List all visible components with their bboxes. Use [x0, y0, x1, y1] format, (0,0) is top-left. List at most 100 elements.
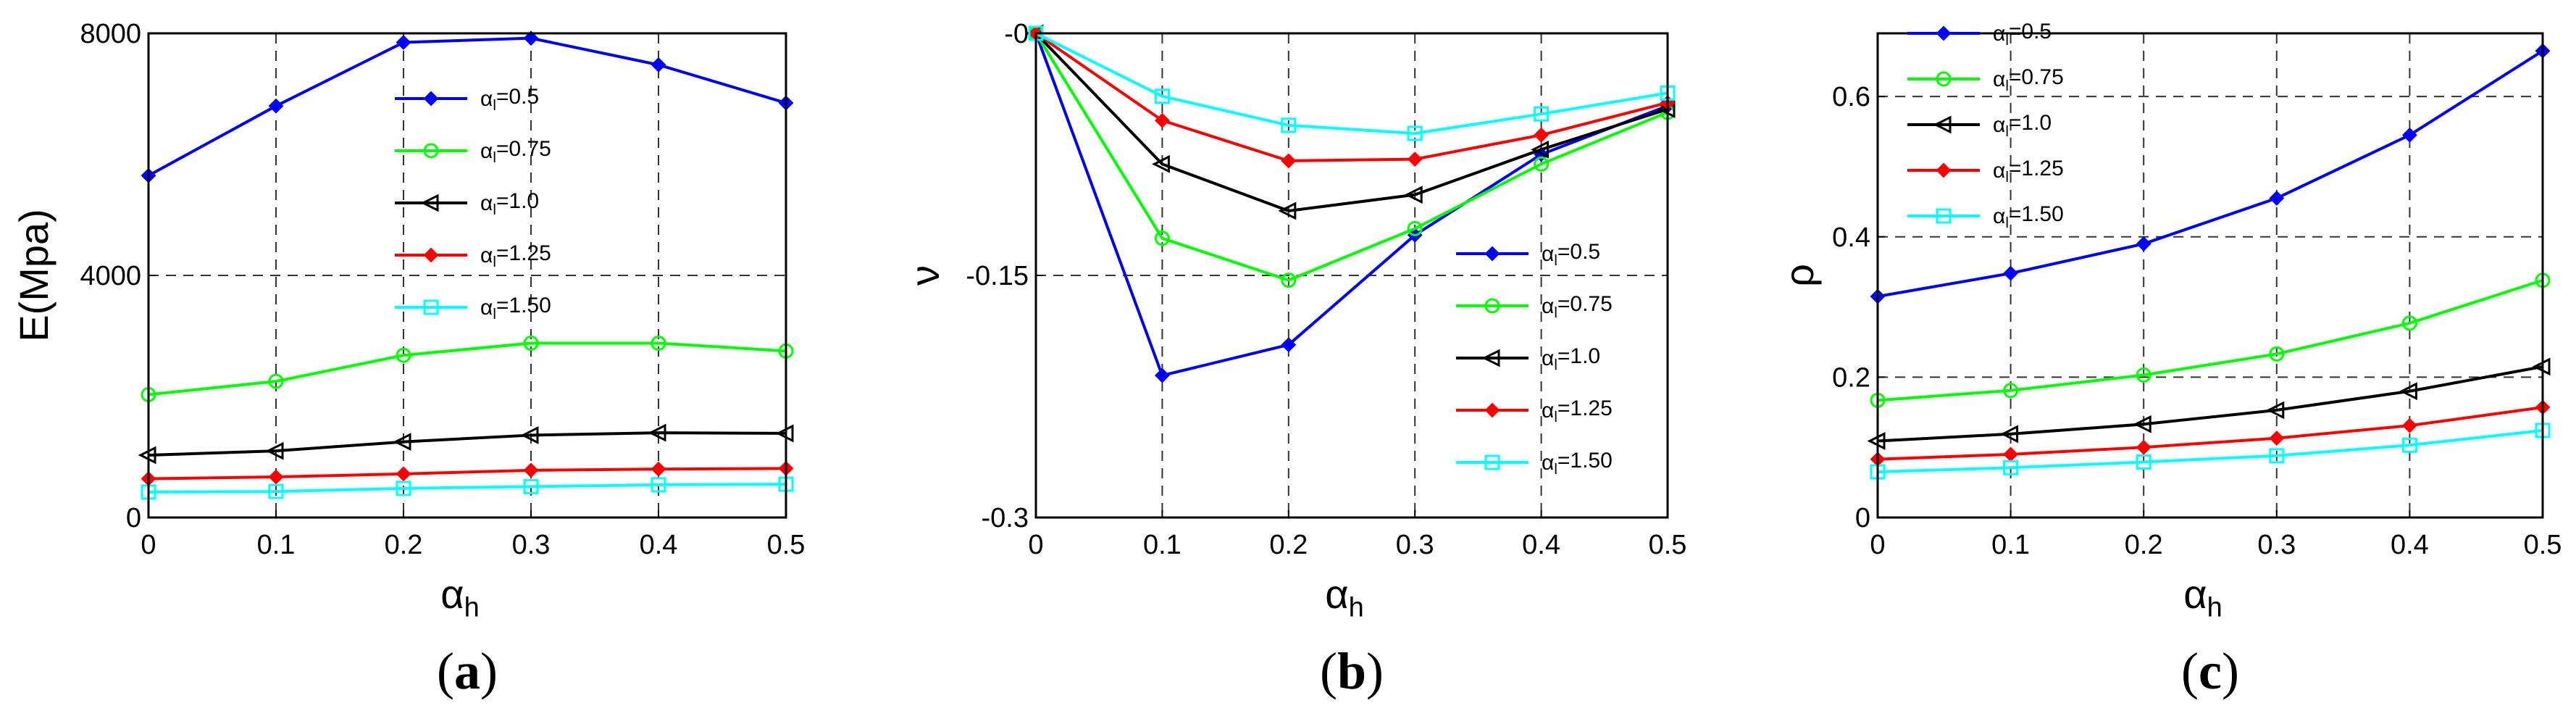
legend-label-base: α [1542, 242, 1554, 266]
legend-marker [1481, 349, 1500, 367]
legend-label-sub: l [2005, 78, 2009, 94]
series-line [1877, 428, 2543, 474]
legend-marker [1484, 402, 1500, 418]
legend-label-rest: =0.75 [1557, 292, 1613, 316]
series-line [1877, 406, 2543, 461]
series-line [1034, 32, 1668, 282]
data-point [2401, 437, 2417, 453]
data-point [1154, 88, 1170, 104]
series-line [148, 483, 787, 494]
legend-label-base: α [1542, 451, 1554, 475]
legend-label: αl=0.5 [1542, 240, 1600, 269]
legend-label-base: α [480, 244, 493, 267]
x-tick-label: 0 [141, 530, 156, 560]
legend-label-rest: =1.25 [1557, 396, 1613, 420]
legend-label: αl=1.0 [480, 189, 539, 218]
legend-marker [1936, 25, 1952, 41]
data-point [523, 462, 539, 478]
x-tick-label: 0.2 [385, 530, 423, 560]
chart-panel-a: 0 0.1 0.2 0.3 0.4 0.5040008000αhE(Mpa)αl=0.5α… [11, 19, 805, 700]
legend-label-base: α [480, 87, 493, 111]
x-tick-label: 0.3 [512, 530, 551, 560]
data-point [2269, 448, 2285, 464]
data-point [1407, 220, 1423, 236]
caption-open: ( [1320, 642, 1337, 700]
legend-label: αl=0.5 [480, 85, 539, 114]
legend-marker [423, 247, 439, 263]
data-point [651, 461, 666, 477]
data-point [396, 466, 411, 482]
data-point [2003, 460, 2019, 475]
legend-label-sub: l [2005, 215, 2009, 231]
data-point [393, 433, 411, 452]
data-point [523, 30, 539, 46]
caption-close: ) [1366, 642, 1384, 700]
legend-label-base: α [480, 296, 493, 320]
data-point [1154, 367, 1170, 383]
legend-label-base: α [1993, 22, 2005, 46]
data-point [1281, 153, 1297, 169]
data-point [1281, 117, 1297, 133]
legend-label-sub: l [493, 254, 496, 270]
legend-label: αl=1.50 [1542, 449, 1613, 478]
panel-caption: (a) [437, 642, 498, 700]
x-tick-label: 0.4 [1522, 530, 1560, 560]
data-point [268, 469, 284, 485]
x-axis-label: αh [1325, 571, 1364, 623]
y-tick-label: 4000 [80, 261, 141, 291]
data-point [1278, 201, 1297, 220]
data-point [396, 481, 411, 496]
legend-label: αl=1.50 [480, 294, 551, 323]
data-point [2133, 415, 2151, 433]
legend-marker [1484, 246, 1500, 262]
legend-label-base: α [1542, 346, 1554, 370]
panel-caption: (b) [1320, 642, 1384, 700]
data-point [651, 336, 666, 352]
legend-label-base: α [480, 191, 493, 215]
data-point [1281, 273, 1297, 288]
data-point [1154, 112, 1170, 128]
legend-label-rest: =1.0 [496, 189, 539, 213]
data-point [648, 423, 666, 442]
caption-open: ( [2181, 642, 2199, 700]
legend-label-rest: =0.75 [496, 137, 551, 161]
data-point [1152, 154, 1170, 173]
legend-label: αl=0.5 [1993, 20, 2052, 49]
x-tick-label: 0.4 [2391, 530, 2429, 560]
x-tick-label: 0.3 [1396, 530, 1434, 560]
legend-label-rest: =1.0 [2009, 111, 2052, 135]
legend-label-sub: l [493, 98, 496, 114]
data-point [396, 347, 411, 363]
legend-label-base: α [1542, 294, 1554, 318]
x-tick-label: 0.1 [1143, 530, 1182, 560]
x-tick-label: 0.5 [1649, 530, 1687, 560]
legend-label: αl=1.0 [1542, 344, 1600, 373]
y-tick-label: 0.2 [1832, 362, 1870, 393]
data-point [1281, 337, 1297, 353]
caption-close: ) [2222, 642, 2239, 700]
data-point [2401, 315, 2417, 331]
legend-marker [1936, 162, 1952, 178]
legend-label-sub: l [493, 307, 496, 323]
y-tick-label: -0.3 [982, 503, 1029, 533]
legend-label: αl=1.25 [480, 241, 551, 270]
x-axis-label-base: α [440, 571, 464, 617]
legend-marker [1484, 454, 1500, 470]
data-point [2269, 346, 2285, 362]
data-point [1404, 186, 1423, 204]
legend-label-sub: l [1554, 305, 1557, 321]
data-point [2003, 265, 2019, 281]
legend-label: αl=1.25 [1542, 396, 1613, 425]
data-point [1534, 156, 1550, 172]
legend-label-sub: l [2005, 124, 2009, 140]
x-tick-label: 0.2 [1269, 530, 1308, 560]
plot-area [1878, 33, 2543, 517]
legend-label-base: α [1993, 67, 2005, 91]
series-1 [1870, 43, 2551, 304]
legend-label-sub: l [1554, 253, 1557, 269]
y-axis-label: ρ [1776, 264, 1822, 287]
y-tick-label: 0 [126, 503, 141, 533]
legend-label: αl=1.0 [1993, 111, 2052, 140]
